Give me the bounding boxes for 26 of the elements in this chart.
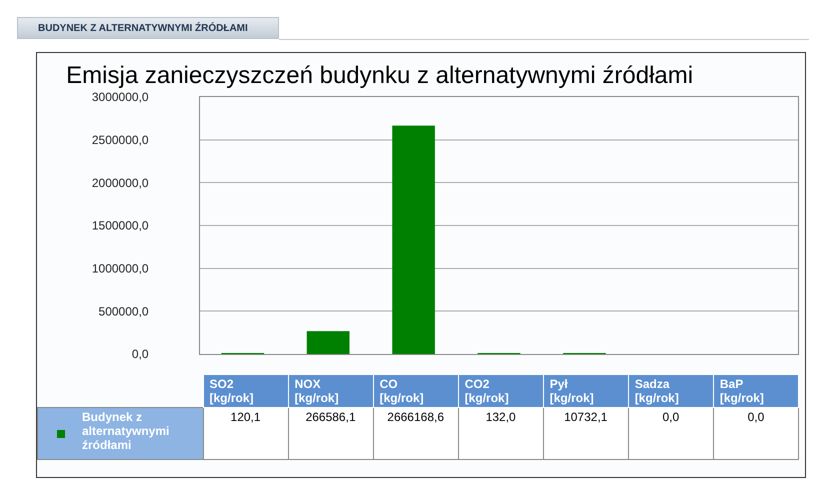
y-tick-label: 2000000,0 xyxy=(92,176,149,190)
y-tick-label: 0,0 xyxy=(132,347,149,362)
x-tick-label: BaP [kg/rok] xyxy=(713,374,798,408)
data-label: 0,0 xyxy=(713,408,798,460)
text: BUDYNEK Z ALTERNATYWNYMI ŹRÓDŁAMI xyxy=(17,17,279,39)
data-label: 10732,1 xyxy=(543,408,628,460)
y-tick-label: 3000000,0 xyxy=(92,90,149,104)
legend-label: Budynek z alternatywnymi źródłami xyxy=(82,410,170,452)
bar xyxy=(392,126,435,354)
data-label: 132,0 xyxy=(458,408,544,460)
data-label: 266586,1 xyxy=(288,408,374,460)
x-tick-label: CO2 [kg/rok] xyxy=(458,374,544,408)
x-tick-label: SO2 [kg/rok] xyxy=(203,374,288,408)
x-tick-label: NOX [kg/rok] xyxy=(288,374,374,408)
data-label: 120,1 xyxy=(203,408,288,460)
y-tick-label: 500000,0 xyxy=(98,304,149,318)
y-tick-label: 1000000,0 xyxy=(92,262,149,276)
bar xyxy=(306,331,350,354)
chart-title: Emisja zanieczyszczeń budynku z alternatywnymi źródłami xyxy=(66,62,694,90)
y-tick-label: 2500000,0 xyxy=(92,133,149,148)
x-tick-label: Pył [kg/rok] xyxy=(543,374,628,408)
data-label: 0,0 xyxy=(628,408,714,460)
y-tick-label: 1500000,0 xyxy=(92,218,149,233)
data-label: 2666168,6 xyxy=(373,408,458,460)
x-tick-label: CO [kg/rok] xyxy=(373,374,458,408)
x-tick-label: Sadza [kg/rok] xyxy=(628,374,714,408)
